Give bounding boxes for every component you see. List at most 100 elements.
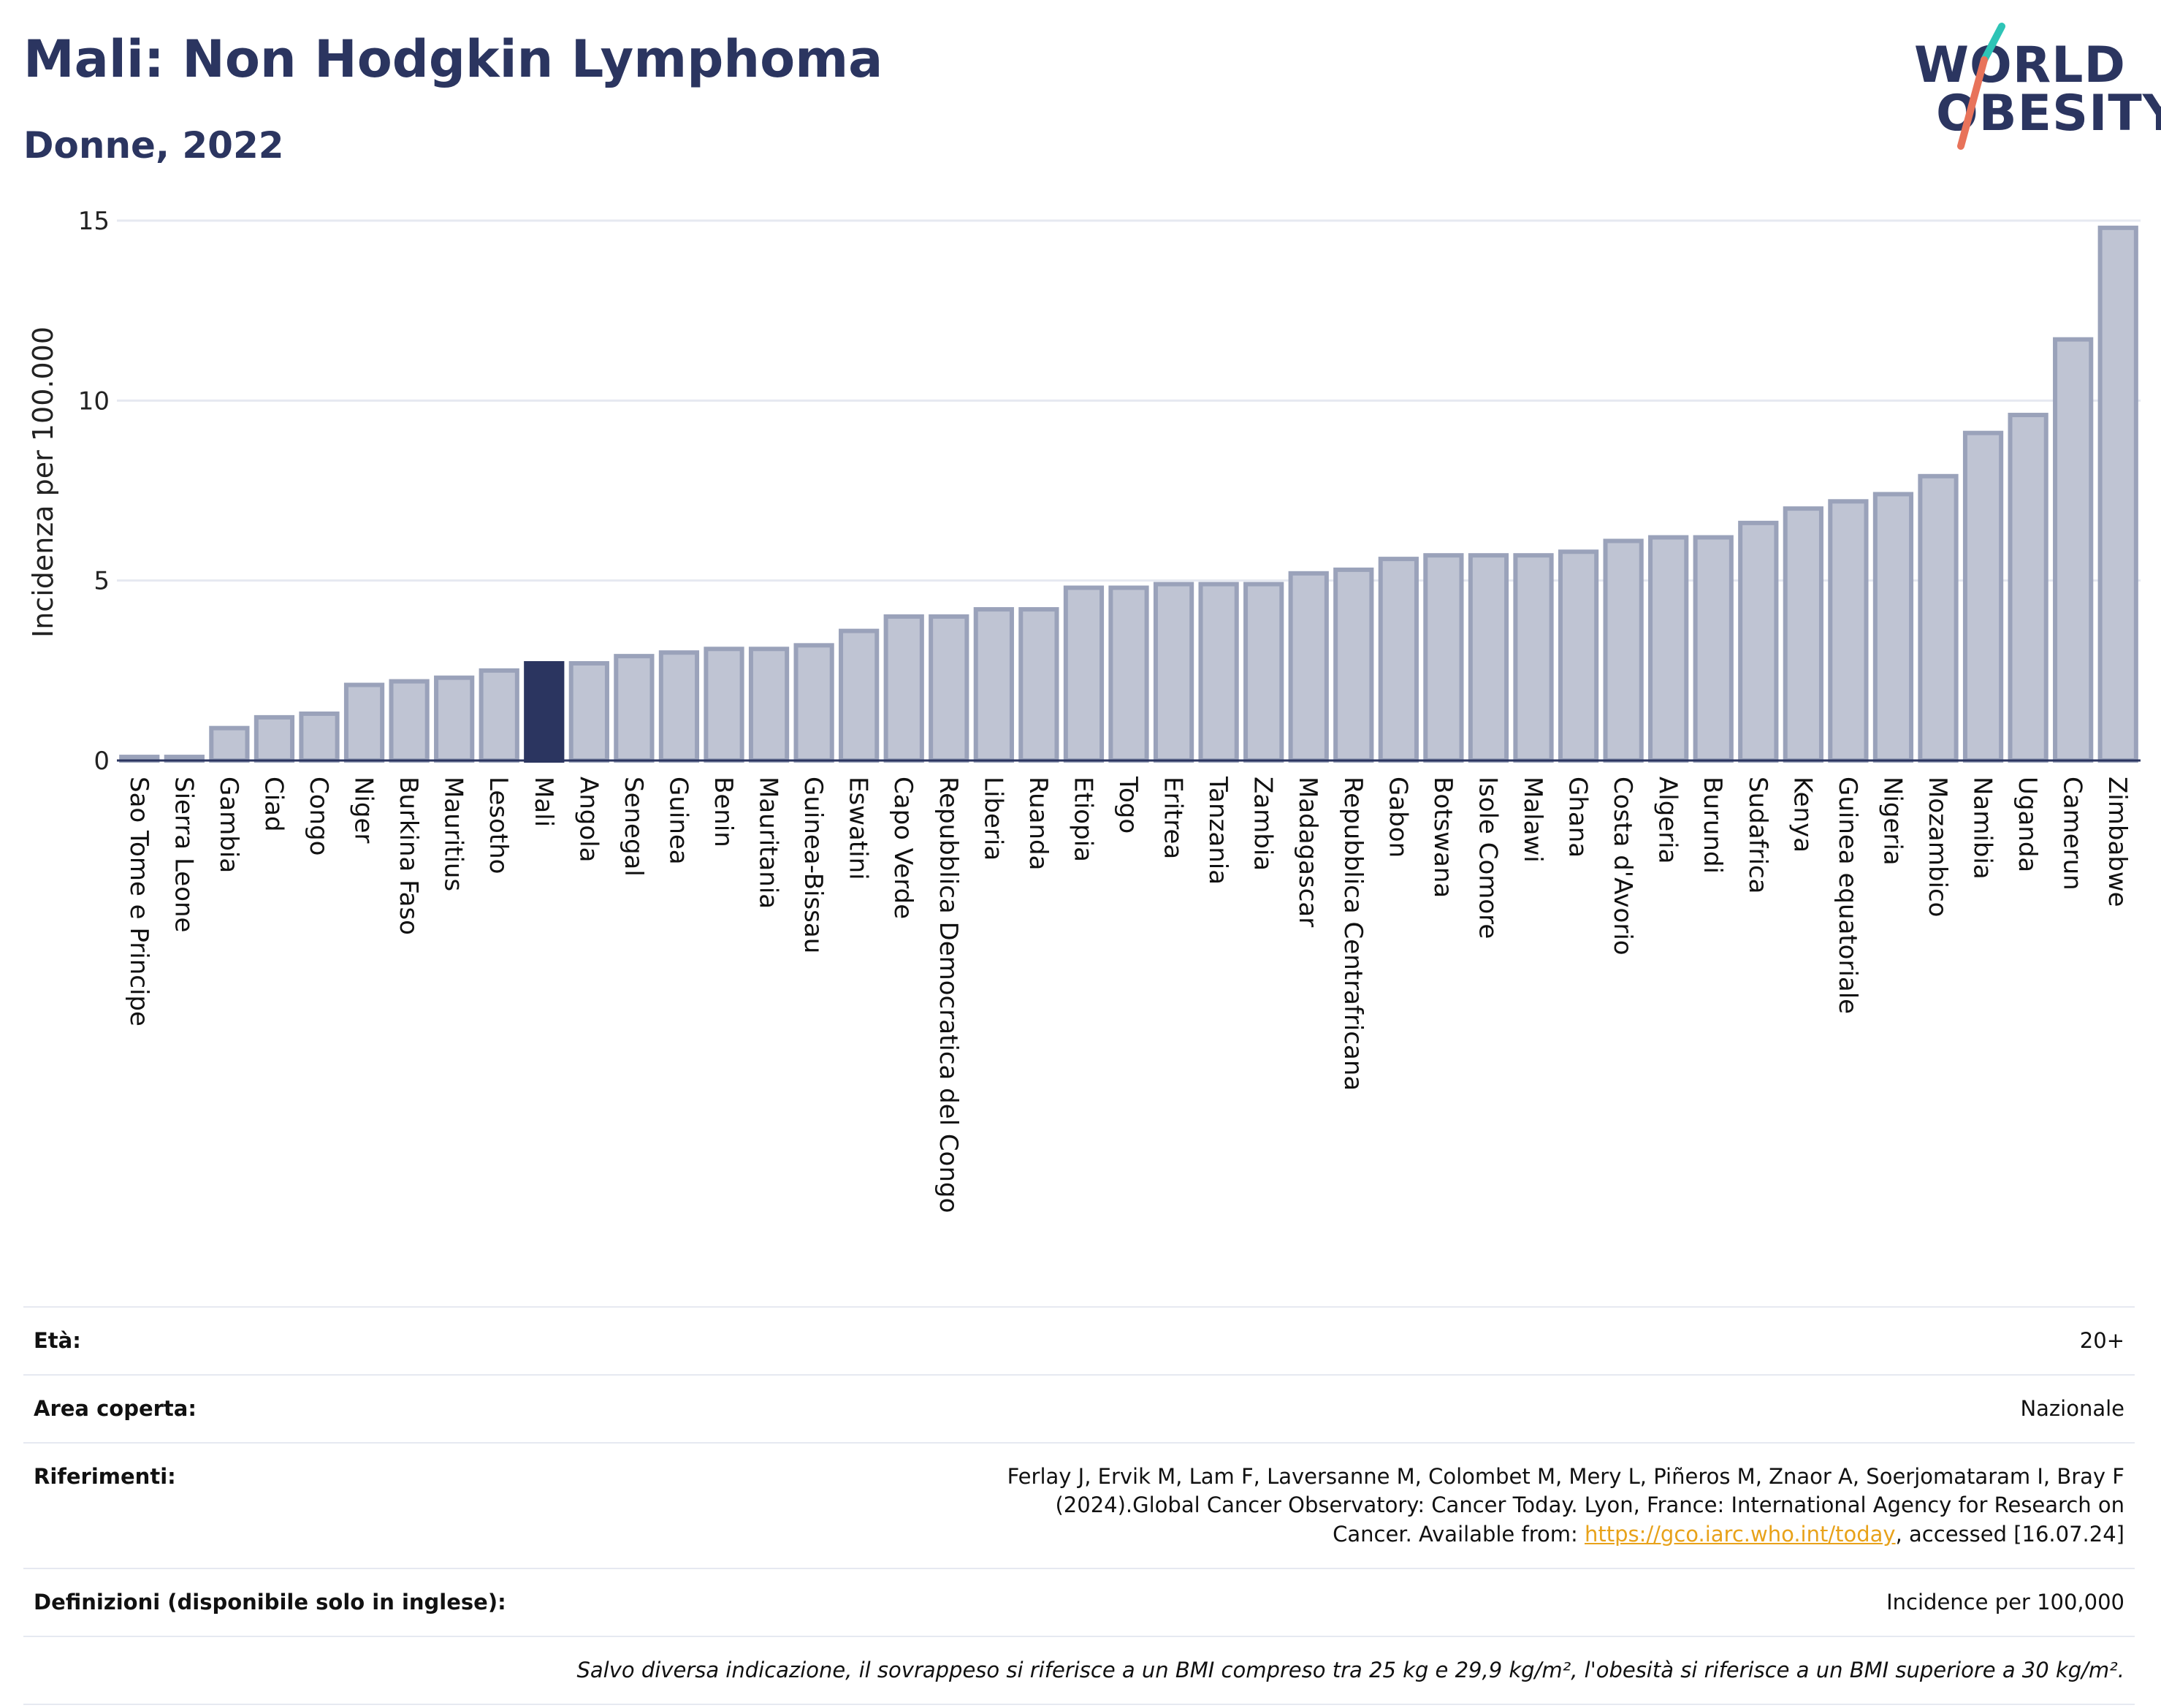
bar-lesotho: [479, 668, 519, 763]
age-label: Età:: [23, 1305, 555, 1376]
x-tick-label: Mauritania: [754, 777, 783, 909]
bmi-note: Salvo diversa indicazione, il sovrappeso…: [23, 1635, 2135, 1705]
bar-eritrea: [1153, 582, 1194, 763]
meta-row-age: Età: 20+: [23, 1305, 2135, 1376]
x-tick-label: Angola: [573, 777, 603, 862]
x-tick-label: Mali: [529, 777, 558, 827]
references-value: Ferlay J, Ervik M, Lam F, Laversanne M, …: [555, 1442, 2135, 1568]
x-tick-label: Togo: [1113, 776, 1143, 834]
bar-nigeria: [1872, 492, 1914, 763]
y-tick-label: 5: [94, 567, 110, 596]
bar-namibia: [1962, 430, 2004, 763]
bar-uganda: [2008, 413, 2048, 763]
bar-mali: [524, 660, 565, 763]
x-tick-label: Botswana: [1428, 777, 1457, 898]
x-tick-label: Repubblica Centrafricana: [1338, 777, 1368, 1091]
bar-guinea: [658, 650, 700, 763]
bar-zambia: [1243, 582, 1284, 763]
meta-row-area: Area coperta: Nazionale: [23, 1374, 2135, 1444]
bar-gabon: [1378, 557, 1419, 763]
references-label: Riferimenti:: [23, 1442, 555, 1568]
x-axis-ticks: Sao Tome e Principe Sierra Leone Gambia Cia…: [124, 776, 2132, 1213]
bars: [119, 225, 2138, 763]
meta-row-definitions: Definizioni (disponibile solo in inglese…: [23, 1567, 2135, 1636]
definitions-value: Incidence per 100,000: [555, 1567, 2135, 1636]
bar-ghana: [1558, 549, 1599, 763]
bar-sudafrica: [1738, 520, 1779, 763]
bar-malawi: [1513, 553, 1554, 763]
bar-repubblica-centrafricana: [1333, 567, 1374, 763]
x-tick-label: Costa d'Avorio: [1608, 777, 1637, 956]
x-tick-label: Eritrea: [1159, 777, 1188, 859]
bar-togo: [1108, 585, 1149, 763]
x-tick-label: Benin: [709, 777, 738, 847]
y-axis-title: Incidenza per 100.000: [27, 327, 59, 638]
bar-tanzania: [1198, 582, 1239, 763]
x-tick-label: Algeria: [1653, 777, 1682, 863]
bar-gambia: [209, 725, 250, 763]
x-tick-label: Gambia: [214, 777, 243, 873]
x-tick-label: Mauritius: [439, 777, 468, 891]
x-tick-label: Kenya: [1788, 777, 1817, 853]
x-tick-label: Burundi: [1698, 777, 1727, 874]
references-text-2: , accessed [16.07.24]: [1895, 1521, 2124, 1547]
x-tick-label: Congo: [304, 777, 333, 855]
bar-mauritania: [748, 647, 790, 763]
logo-slash-icon: [1957, 23, 2005, 150]
bar-ruanda: [1018, 607, 1059, 763]
x-tick-label: Zambia: [1249, 777, 1278, 871]
bar-liberia: [973, 607, 1014, 763]
y-tick-label: 10: [78, 386, 110, 416]
page-title: Mali: Non Hodgkin Lymphoma: [23, 29, 883, 89]
age-value: 20+: [555, 1305, 2135, 1376]
definitions-label: Definizioni (disponibile solo in inglese…: [23, 1567, 555, 1636]
bar-eswatini: [839, 628, 880, 763]
bar-etiopia: [1063, 585, 1105, 763]
x-tick-label: Uganda: [2013, 777, 2042, 872]
x-tick-label: Senegal: [619, 777, 648, 877]
world-obesity-logo: WORLD OBESITY: [1899, 22, 2161, 153]
bar-algeria: [1648, 535, 1689, 763]
references-link[interactable]: https://gco.iarc.who.int/today: [1584, 1521, 1896, 1547]
bar-ciad: [254, 714, 295, 763]
bar-benin: [704, 647, 744, 763]
x-tick-label: Sao Tome e Principe: [124, 777, 153, 1026]
area-value: Nazionale: [555, 1374, 2135, 1444]
y-tick-label: 0: [94, 747, 110, 776]
y-axis-ticks: 0 5 10 15: [78, 207, 110, 776]
x-tick-label: Ghana: [1563, 777, 1593, 858]
bar-angola: [568, 660, 609, 763]
bar-botswana: [1423, 553, 1464, 763]
x-tick-label: Ciad: [259, 777, 288, 832]
x-tick-label: Guinea-Bissau: [799, 777, 828, 953]
x-tick-label: Tanzania: [1203, 776, 1232, 885]
x-tick-label: Niger: [349, 777, 378, 843]
bar-guinea-equatoriale: [1828, 499, 1869, 763]
x-tick-label: Etiopia: [1068, 777, 1097, 862]
x-tick-label: Sudafrica: [1743, 777, 1772, 893]
x-tick-label: Gabon: [1383, 777, 1412, 858]
x-tick-label: Lesotho: [484, 777, 513, 874]
bar-burundi: [1693, 535, 1734, 763]
bar-niger: [343, 682, 385, 763]
y-tick-label: 15: [78, 207, 110, 236]
bar-capo-verde: [883, 614, 924, 763]
x-tick-label: Malawi: [1518, 777, 1547, 863]
bar-senegal: [614, 654, 655, 763]
area-label: Area coperta:: [23, 1374, 555, 1444]
x-tick-label: Capo Verde: [888, 777, 918, 919]
x-tick-label: Guinea: [663, 777, 693, 865]
bar-mauritius: [434, 675, 475, 763]
x-tick-label: Burkina Faso: [394, 777, 423, 935]
bar-madagascar: [1288, 571, 1329, 763]
bar-camerun: [2053, 337, 2094, 763]
x-tick-label: Repubblica Democratica del Congo: [934, 777, 963, 1213]
x-tick-label: Sierra Leone: [169, 777, 198, 932]
bar-repubblica-democratica-del-congo: [929, 614, 969, 763]
logo-line-1: WORLD: [1914, 37, 2126, 94]
x-tick-label: Namibia: [1968, 777, 1997, 880]
x-tick-label: Isole Comore: [1473, 777, 1502, 939]
bar-zimbabwe: [2097, 225, 2138, 763]
meta-row-note: Salvo diversa indicazione, il sovrappeso…: [23, 1635, 2135, 1705]
references-text-1: Ferlay J, Ervik M, Lam F, Laversanne M, …: [1007, 1464, 2124, 1547]
